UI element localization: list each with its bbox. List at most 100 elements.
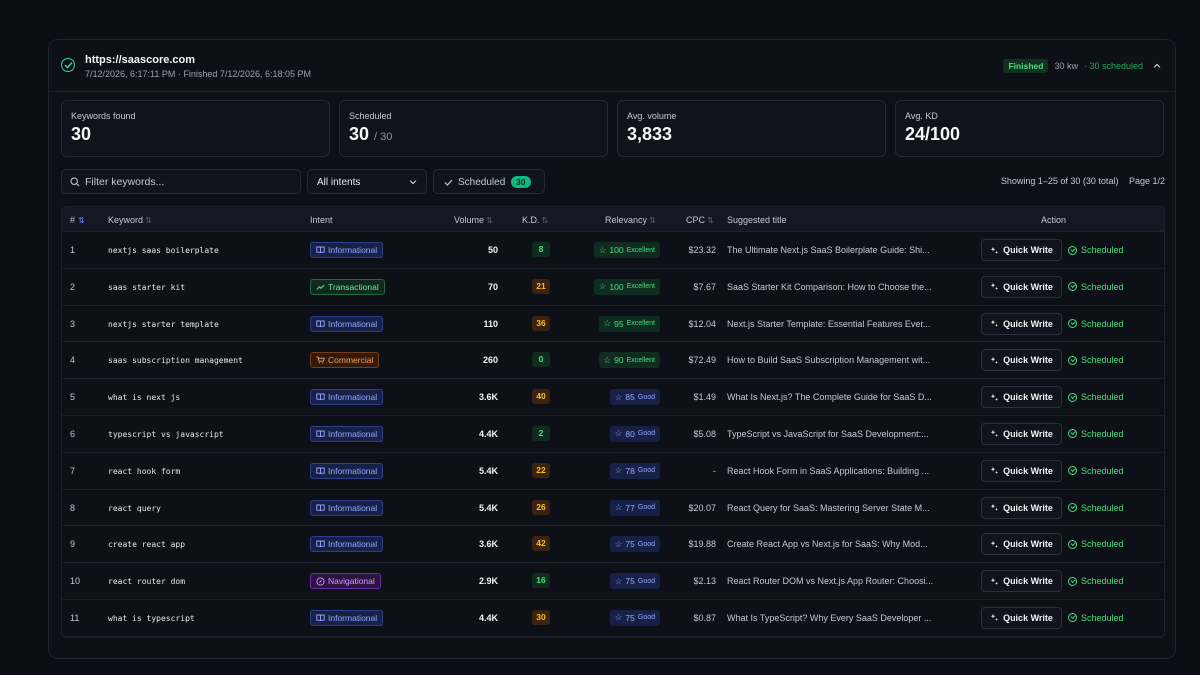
table-row[interactable]: 2 saas starter kit Transactional 70 21 ☆ 100 Ex… bbox=[62, 269, 1164, 306]
quick-write-button[interactable]: Quick Write bbox=[981, 275, 1062, 298]
kd-badge: 30 bbox=[532, 609, 550, 625]
row-number: 2 bbox=[70, 281, 76, 292]
cpc-cell: $23.32 bbox=[688, 245, 716, 255]
suggested-title-cell: How to Build SaaS Subscription Managemen… bbox=[727, 355, 931, 366]
quick-write-button[interactable]: Quick Write bbox=[981, 496, 1062, 519]
result-header[interactable]: https://saascore.com 7/12/2026, 6:17:11 … bbox=[49, 40, 1175, 92]
intent-badge: Informational bbox=[310, 499, 384, 516]
search-input[interactable] bbox=[85, 174, 295, 190]
relevancy-badge: ☆ 100 Excellent bbox=[593, 242, 660, 258]
intent-badge: Informational bbox=[310, 389, 384, 406]
star-icon: ☆ bbox=[598, 281, 607, 292]
check-circle-icon bbox=[1068, 429, 1077, 439]
sparkles-icon bbox=[990, 467, 999, 475]
intent-badge: Transactional bbox=[310, 278, 385, 295]
scheduled-status: Scheduled bbox=[1068, 429, 1124, 439]
suggested-title-cell: What Is TypeScript? Why Every SaaS Devel… bbox=[727, 612, 932, 623]
relevancy-badge: ☆ 77 Good bbox=[609, 499, 660, 516]
check-circle-icon bbox=[1068, 466, 1077, 476]
intent-cell: Commercial bbox=[310, 352, 380, 369]
book-icon bbox=[316, 467, 325, 474]
check-circle-icon bbox=[1068, 392, 1077, 402]
col-keyword[interactable]: Keyword ⇅ bbox=[108, 215, 152, 225]
scheduled-filter-label: Scheduled bbox=[458, 177, 506, 188]
intent-badge: Navigational bbox=[310, 573, 381, 590]
keyword-cell: saas subscription management bbox=[108, 356, 243, 366]
kd-badge: 40 bbox=[532, 389, 550, 405]
col-cpc[interactable]: CPC ⇅ bbox=[686, 215, 714, 225]
quick-write-button[interactable]: Quick Write bbox=[981, 606, 1062, 629]
row-number: 11 bbox=[70, 612, 80, 623]
book-icon bbox=[316, 393, 325, 401]
quick-write-button[interactable]: Quick Write bbox=[981, 570, 1062, 593]
intent-badge: Informational bbox=[310, 425, 384, 442]
intent-badge: Commercial bbox=[310, 352, 380, 369]
row-number: 3 bbox=[70, 318, 76, 329]
volume-cell: 5.4K bbox=[478, 465, 498, 476]
header-summary: Finished 30 kw · 30 scheduled bbox=[1003, 59, 1161, 73]
volume-cell: 5.4K bbox=[478, 502, 498, 513]
star-icon: ☆ bbox=[614, 428, 623, 439]
sparkles-icon bbox=[990, 319, 999, 328]
suggested-title-cell: The Ultimate Next.js SaaS Boilerplate Gu… bbox=[727, 245, 930, 255]
quick-write-button[interactable]: Quick Write bbox=[981, 422, 1062, 445]
suggested-title-cell: SaaS Starter Kit Comparison: How to Choo… bbox=[727, 281, 932, 292]
scheduled-filter-button[interactable]: Scheduled 30 bbox=[433, 169, 545, 194]
scheduled-status: Scheduled bbox=[1068, 503, 1124, 513]
table-row[interactable]: 7 react hook form Informational 5.4K 22 ☆ 78 Go… bbox=[62, 453, 1164, 490]
quick-write-button[interactable]: Quick Write bbox=[981, 239, 1062, 261]
keywords-table: # ⇅ Keyword ⇅ Intent Volume ⇅ K.D. ⇅ Relevan… bbox=[61, 206, 1165, 638]
relevancy-badge: ☆ 100 Excellent bbox=[593, 278, 660, 295]
cpc-cell: $20.07 bbox=[688, 502, 716, 513]
table-body: 1 nextjs saas boilerplate Informational 50 8… bbox=[62, 232, 1164, 637]
table-row[interactable]: 4 saas subscription management Commercial 2… bbox=[62, 342, 1164, 380]
row-number: 6 bbox=[70, 428, 76, 439]
search-box[interactable] bbox=[61, 169, 301, 194]
table-row[interactable]: 3 nextjs starter template Informational 110… bbox=[62, 306, 1164, 343]
intent-select[interactable]: All intents bbox=[307, 169, 427, 194]
volume-cell: 260 bbox=[482, 355, 498, 366]
col-intent: Intent bbox=[310, 215, 333, 225]
check-circle-icon bbox=[61, 58, 75, 72]
col-num[interactable]: # ⇅ bbox=[70, 215, 85, 225]
quick-write-button[interactable]: Quick Write bbox=[981, 386, 1062, 409]
col-relevancy[interactable]: Relevancy ⇅ bbox=[605, 215, 656, 225]
intent-cell: Informational bbox=[310, 462, 384, 479]
page-indicator: Page 1/2 bbox=[1128, 176, 1165, 186]
suggested-title-cell: Create React App vs Next.js for SaaS: Wh… bbox=[727, 539, 928, 550]
sparkles-icon bbox=[990, 283, 999, 291]
check-circle-icon bbox=[1068, 245, 1077, 255]
relevancy-badge: ☆ 95 Excellent bbox=[598, 315, 660, 332]
row-number: 8 bbox=[70, 502, 76, 513]
chevron-down-icon bbox=[409, 180, 417, 185]
kd-badge: 22 bbox=[532, 462, 550, 478]
intent-cell: Informational bbox=[310, 315, 384, 332]
table-row[interactable]: 6 typescript vs javascript Informational 4.… bbox=[62, 416, 1164, 453]
kd-badge: 36 bbox=[532, 315, 550, 331]
stat-avg-volume: Avg. volume 3,833 bbox=[617, 100, 886, 157]
keyword-cell: create react app bbox=[108, 540, 186, 550]
intent-badge: Informational bbox=[310, 315, 384, 332]
star-icon: ☆ bbox=[614, 502, 623, 513]
quick-write-button[interactable]: Quick Write bbox=[981, 349, 1062, 372]
relevancy-badge: ☆ 75 Good bbox=[609, 536, 660, 553]
table-row[interactable]: 5 what is next js Informational 3.6K 40 ☆ 85 Go… bbox=[62, 379, 1164, 416]
book-icon bbox=[316, 430, 325, 438]
col-volume[interactable]: Volume ⇅ bbox=[454, 215, 493, 225]
chevron-up-icon[interactable] bbox=[1153, 62, 1161, 70]
book-icon bbox=[316, 614, 325, 622]
scheduled-status: Scheduled bbox=[1068, 245, 1124, 255]
table-row[interactable]: 8 react query Informational 5.4K 26 ☆ 77 Good $2… bbox=[62, 490, 1164, 527]
keyword-cell: react query bbox=[108, 503, 161, 513]
quick-write-button[interactable]: Quick Write bbox=[981, 533, 1062, 556]
table-row[interactable]: 11 what is typescript Informational 4.4K 30 ☆… bbox=[62, 600, 1164, 637]
sparkles-icon bbox=[990, 430, 999, 438]
quick-write-button[interactable]: Quick Write bbox=[981, 312, 1062, 335]
table-row[interactable]: 9 create react app Informational 3.6K 42 ☆ 75 G… bbox=[62, 526, 1164, 564]
star-icon: ☆ bbox=[603, 318, 612, 329]
check-circle-icon bbox=[1068, 319, 1077, 329]
table-row[interactable]: 1 nextjs saas boilerplate Informational 50 8… bbox=[62, 232, 1164, 269]
col-kd[interactable]: K.D. ⇅ bbox=[522, 215, 549, 225]
quick-write-button[interactable]: Quick Write bbox=[981, 459, 1062, 482]
table-row[interactable]: 10 react router dom Navigational 2.9K 16 ☆ 75 G… bbox=[62, 563, 1164, 600]
